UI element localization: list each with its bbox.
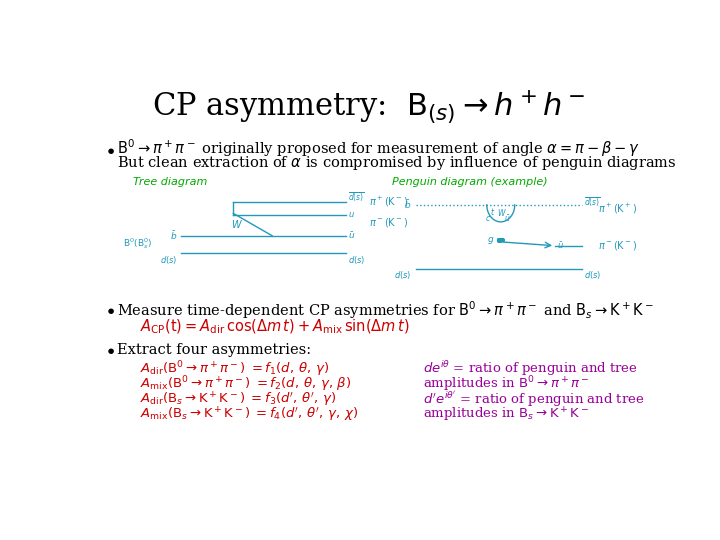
Text: Measure time-dependent CP asymmetries for $\mathrm{B}^0 \rightarrow \pi^+\pi^-$ : Measure time-dependent CP asymmetries fo… — [117, 299, 654, 321]
Text: $A_{\mathrm{CP}}(\mathrm{t}) = A_{\mathrm{dir}}\,\cos(\Delta m\,t) + A_{\mathrm{: $A_{\mathrm{CP}}(\mathrm{t}) = A_{\mathr… — [140, 318, 410, 336]
Text: $\bar{b}$: $\bar{b}$ — [171, 230, 178, 242]
Text: $\bullet$: $\bullet$ — [104, 340, 115, 359]
Text: CP asymmetry:  $\mathrm{B}_{(s)} \rightarrow h^+h^-$: CP asymmetry: $\mathrm{B}_{(s)} \rightar… — [152, 89, 586, 126]
Text: $d'e^{i\theta'}$ = ratio of penguin and tree: $d'e^{i\theta'}$ = ratio of penguin and … — [423, 390, 645, 409]
Text: $\overline{d(s)}$: $\overline{d(s)}$ — [348, 191, 365, 204]
Text: $\mathrm{B}^0(\mathrm{B}^0_s)$: $\mathrm{B}^0(\mathrm{B}^0_s)$ — [122, 236, 152, 251]
Text: Extract four asymmetries:: Extract four asymmetries: — [117, 343, 311, 357]
Text: $d(s)$: $d(s)$ — [160, 254, 178, 266]
Text: Penguin diagram (example): Penguin diagram (example) — [392, 177, 548, 187]
Text: $\bar{u}$: $\bar{u}$ — [557, 240, 564, 251]
Text: $c$: $c$ — [485, 214, 491, 224]
Text: But clean extraction of $\alpha$ is compromised by influence of penguin diagrams: But clean extraction of $\alpha$ is comp… — [117, 154, 677, 172]
Text: $W$: $W$ — [232, 218, 243, 230]
Text: $\bar{u}$: $\bar{u}$ — [348, 230, 356, 241]
Text: $\pi^-(\mathrm{K}^-)$: $\pi^-(\mathrm{K}^-)$ — [598, 239, 636, 252]
Text: amplitudes in $\mathrm{B}_s \rightarrow \mathrm{K}^+\mathrm{K}^-$: amplitudes in $\mathrm{B}_s \rightarrow … — [423, 406, 590, 424]
Text: Tree diagram: Tree diagram — [132, 177, 207, 187]
Text: $\bar{u}$: $\bar{u}$ — [504, 213, 510, 224]
Text: $d(s)$: $d(s)$ — [348, 254, 366, 266]
Text: $\bullet$: $\bullet$ — [104, 300, 115, 319]
Text: $A_{\mathrm{mix}}(\mathrm{B}_s \rightarrow \mathrm{K}^+\mathrm{K}^-)\;= f_4(d',\: $A_{\mathrm{mix}}(\mathrm{B}_s \rightarr… — [140, 406, 359, 424]
Text: $W$: $W$ — [498, 207, 507, 218]
Text: $A_{\mathrm{dir}}(\mathrm{B}_s \rightarrow \mathrm{K}^+\mathrm{K}^-)\;= f_3(d',\: $A_{\mathrm{dir}}(\mathrm{B}_s \rightarr… — [140, 390, 337, 409]
Text: $\mathrm{B}^0 \rightarrow \pi^+\pi^-$ originally proposed for measurement of ang: $\mathrm{B}^0 \rightarrow \pi^+\pi^-$ or… — [117, 137, 640, 159]
Text: $d(s)$: $d(s)$ — [394, 269, 412, 281]
Text: $\bar{b}$: $\bar{b}$ — [405, 199, 412, 211]
Text: amplitudes in $\mathrm{B}^0 \rightarrow \pi^+\pi^-$: amplitudes in $\mathrm{B}^0 \rightarrow … — [423, 375, 590, 394]
Text: $A_{\mathrm{dir}}(\mathrm{B}^0 \rightarrow \pi^+\pi^-)\;= f_1(d,\,\theta,\,\gamm: $A_{\mathrm{dir}}(\mathrm{B}^0 \rightarr… — [140, 359, 330, 379]
Text: $\pi^+(\mathrm{K}^+)$: $\pi^+(\mathrm{K}^+)$ — [598, 202, 636, 216]
Text: $\pi^+(\mathrm{K}^-)$: $\pi^+(\mathrm{K}^-)$ — [369, 195, 408, 209]
Text: $d(s)$: $d(s)$ — [585, 269, 602, 281]
Text: $\bullet$: $\bullet$ — [104, 140, 115, 159]
Text: $\overline{d(s)}$: $\overline{d(s)}$ — [585, 195, 601, 209]
Text: $g$: $g$ — [487, 235, 495, 246]
Text: $\pi^-(\mathrm{K}^-)$: $\pi^-(\mathrm{K}^-)$ — [369, 216, 408, 229]
Text: $de^{i\theta}$ = ratio of penguin and tree: $de^{i\theta}$ = ratio of penguin and tr… — [423, 360, 638, 379]
Text: $A_{\mathrm{mix}}(\mathrm{B}^0 \rightarrow \pi^+\pi^-)\;= f_2(d,\,\theta,\,\gamm: $A_{\mathrm{mix}}(\mathrm{B}^0 \rightarr… — [140, 375, 352, 394]
Text: $u$: $u$ — [348, 211, 355, 219]
Text: $t$: $t$ — [490, 206, 495, 217]
